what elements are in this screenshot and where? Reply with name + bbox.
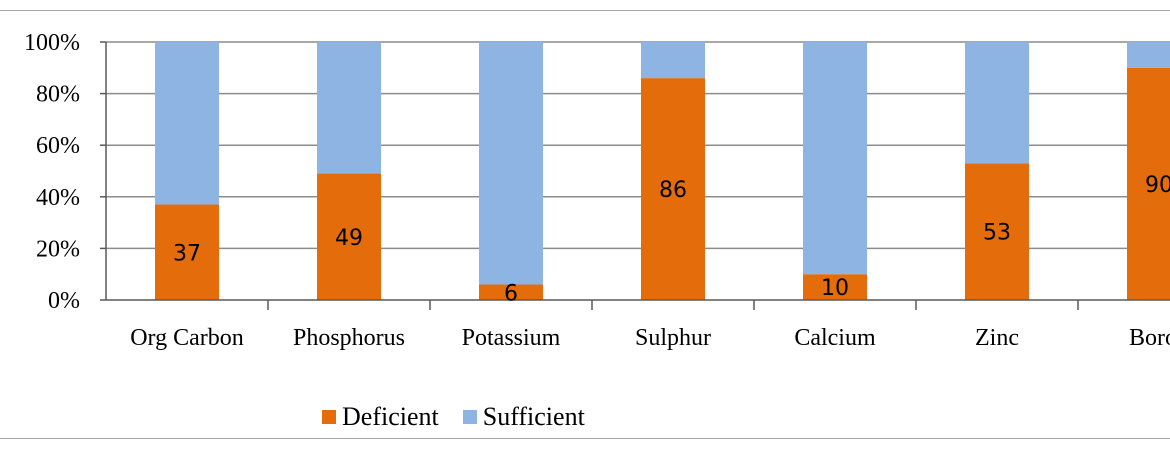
data-label: 53 [983, 221, 1011, 246]
bar-deficient-org-carbon [155, 204, 219, 300]
bar-deficient-potassium [479, 284, 543, 300]
y-tick-label: 40% [36, 185, 80, 211]
bars [155, 42, 1170, 301]
data-label: 86 [659, 178, 687, 203]
bar-sufficient-boron [1127, 42, 1170, 68]
y-tick-label: 60% [36, 133, 80, 159]
y-tick-label: 80% [36, 82, 80, 108]
bar-deficient-calcium [803, 274, 867, 300]
bar-sufficient-sulphur [641, 42, 705, 79]
y-tick-labels: 0% 20% 40% 60% 80% 100% [24, 30, 80, 314]
legend-label-sufficient: Sufficient [482, 402, 585, 431]
data-label: 90 [1145, 173, 1170, 198]
legend-item-deficient: Deficient [322, 402, 439, 432]
bar-deficient-boron [1127, 67, 1170, 300]
data-labels: 37 49 6 86 10 53 90 [173, 173, 1170, 306]
bar-sufficient-zinc [965, 42, 1029, 164]
legend-swatch-deficient [322, 410, 336, 424]
legend: Deficient Sufficient [322, 402, 609, 432]
x-tick-label: Phosphorus [293, 325, 405, 351]
y-tick-label: 100% [24, 30, 80, 56]
bar-deficient-zinc [965, 163, 1029, 300]
data-label: 49 [335, 226, 363, 251]
data-label: 6 [504, 281, 518, 306]
x-tick-label: Boron [1129, 325, 1170, 351]
x-tick-label: Sulphur [635, 325, 711, 351]
data-label: 37 [173, 241, 201, 266]
bar-deficient-phosphorus [317, 173, 381, 300]
bar-sufficient-phosphorus [317, 42, 381, 174]
legend-label-deficient: Deficient [342, 402, 439, 431]
y-tick-label: 0% [48, 288, 80, 314]
legend-item-sufficient: Sufficient [462, 402, 585, 432]
data-label: 10 [821, 276, 849, 301]
bar-sufficient-calcium [803, 42, 867, 275]
y-tick-label: 20% [36, 236, 80, 262]
x-tick-label: Zinc [975, 325, 1019, 351]
chart-frame [0, 10, 1170, 439]
axes [100, 41, 1170, 310]
x-tick-label: Calcium [794, 325, 876, 351]
x-tick-labels: Org Carbon Phosphorus Potassium Sulphur Calc… [130, 325, 1170, 351]
bar-sufficient-potassium [479, 42, 543, 285]
bar-deficient-sulphur [641, 78, 705, 301]
legend-swatch-sufficient [462, 410, 477, 424]
x-tick-label: Org Carbon [130, 325, 244, 351]
x-tick-label: Potassium [462, 325, 561, 351]
bar-sufficient-org-carbon [155, 42, 219, 205]
